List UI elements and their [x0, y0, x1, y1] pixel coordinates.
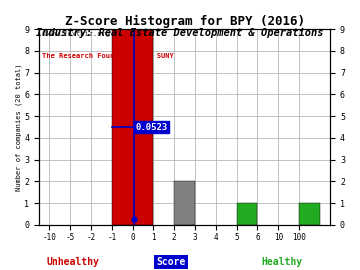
- Text: Industry: Real Estate Development & Operations: Industry: Real Estate Development & Oper…: [36, 28, 324, 38]
- Text: ©www.textbiz.org: ©www.textbiz.org: [42, 31, 110, 37]
- Y-axis label: Number of companies (20 total): Number of companies (20 total): [15, 63, 22, 191]
- Text: Score: Score: [156, 257, 186, 267]
- Bar: [237, 203, 257, 225]
- Bar: [112, 29, 153, 225]
- Text: Unhealthy: Unhealthy: [47, 257, 100, 267]
- Title: Z-Score Histogram for BPY (2016): Z-Score Histogram for BPY (2016): [65, 15, 305, 28]
- Text: 0.0523: 0.0523: [136, 123, 168, 131]
- Text: Healthy: Healthy: [261, 257, 302, 267]
- Bar: [174, 181, 195, 225]
- Bar: [299, 203, 320, 225]
- Text: The Research Foundation of SUNY: The Research Foundation of SUNY: [42, 53, 174, 59]
